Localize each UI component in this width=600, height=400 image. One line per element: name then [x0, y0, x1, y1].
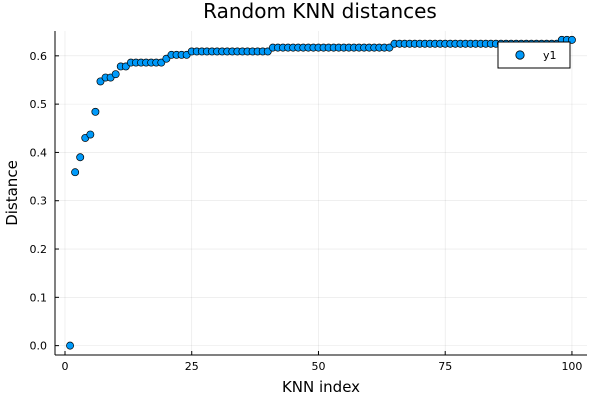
y-tick-label: 0.4 — [30, 146, 48, 159]
x-tick-label: 50 — [311, 360, 325, 373]
legend-marker — [515, 50, 525, 60]
legend: y1 — [497, 41, 571, 69]
grid — [55, 31, 587, 355]
legend-label: y1 — [543, 49, 557, 62]
data-point — [86, 130, 95, 139]
y-tick-label: 0.0 — [30, 340, 48, 353]
data-point — [111, 70, 120, 79]
data-point — [71, 168, 80, 177]
data-point — [91, 107, 100, 116]
y-axis-label: Distance — [3, 160, 21, 226]
x-tick-label: 0 — [61, 360, 68, 373]
ticks: 0 25 50 75 100 0.0 0.1 0.2 0.3 0.4 0.5 0.6 — [30, 50, 583, 373]
y-tick-label: 0.3 — [30, 195, 48, 208]
data-point — [66, 341, 75, 350]
y-tick-label: 0.5 — [30, 98, 48, 111]
y-tick-label: 0.2 — [30, 243, 48, 256]
y-tick-label: 0.6 — [30, 50, 48, 63]
data-point — [76, 153, 85, 162]
legend-box — [497, 41, 571, 69]
y-tick-label: 0.1 — [30, 291, 48, 304]
chart-title: Random KNN distances — [203, 0, 437, 23]
x-tick-label: 75 — [438, 360, 452, 373]
x-tick-label: 100 — [561, 360, 582, 373]
x-axis-label: KNN index — [282, 378, 360, 396]
data-points — [66, 35, 576, 350]
x-tick-label: 25 — [185, 360, 199, 373]
